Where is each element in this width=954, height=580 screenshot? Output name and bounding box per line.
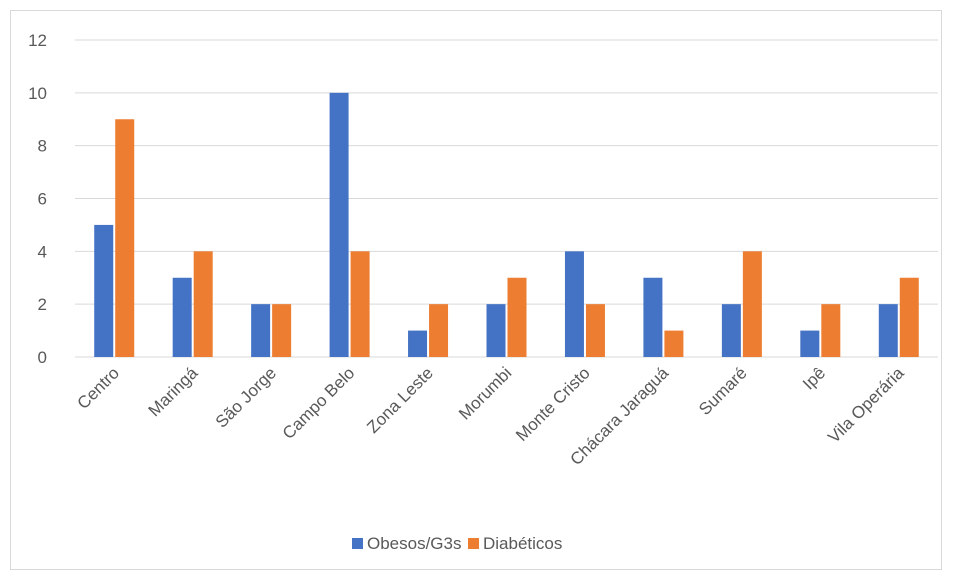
bar-diabeticos [350,251,370,357]
x-tick-label: Monte Cristo [512,363,594,445]
bars [94,92,919,357]
bar-diabeticos [585,304,605,357]
y-tick-label: 4 [38,242,47,261]
x-tick-label: Maringá [145,363,202,420]
x-tick-label: Morumbi [455,363,515,423]
bar-obesos [94,224,114,357]
bar-diabeticos [272,304,292,357]
x-tick-label: Vila Operária [824,363,908,447]
y-tick-label: 12 [28,31,47,50]
bar-obesos [172,277,192,357]
x-tick-label: Ipê [799,363,829,393]
y-axis-ticks: 0 2 4 6 8 10 12 [28,31,47,367]
legend-swatch [352,538,363,549]
bar-obesos [564,251,584,357]
bar-diabeticos [193,251,213,357]
legend-label: Diabéticos [483,534,562,553]
legend: Obesos/G3s Diabéticos [352,534,562,553]
gridlines [75,39,938,358]
x-tick-label: Centro [74,363,124,413]
x-tick-label: Zona Leste [363,363,437,437]
bar-obesos [800,330,820,357]
bar-diabeticos [507,277,527,357]
legend-swatch [468,538,479,549]
legend-label: Obesos/G3s [367,534,462,553]
bar-obesos [329,92,349,357]
bar-diabeticos [115,119,135,357]
bar-diabeticos [899,277,919,357]
y-tick-label: 6 [38,190,47,209]
y-tick-label: 2 [38,295,47,314]
y-tick-label: 8 [38,137,47,156]
x-tick-label: Campo Belo [279,363,359,443]
bar-obesos [251,304,271,357]
bar-diabeticos [742,251,762,357]
y-tick-label: 0 [38,348,47,367]
bar-diabeticos [664,330,684,357]
bar-obesos [643,277,663,357]
bar-diabeticos [429,304,449,357]
bar-diabeticos [821,304,841,357]
bar-obesos [486,304,506,357]
chart-frame [10,10,942,570]
x-tick-label: São Jorge [212,363,280,431]
y-tick-label: 10 [28,84,47,103]
bar-obesos [721,304,741,357]
x-tick-label: Sumaré [695,363,751,419]
bar-obesos [878,304,898,357]
bar-obesos [408,330,428,357]
